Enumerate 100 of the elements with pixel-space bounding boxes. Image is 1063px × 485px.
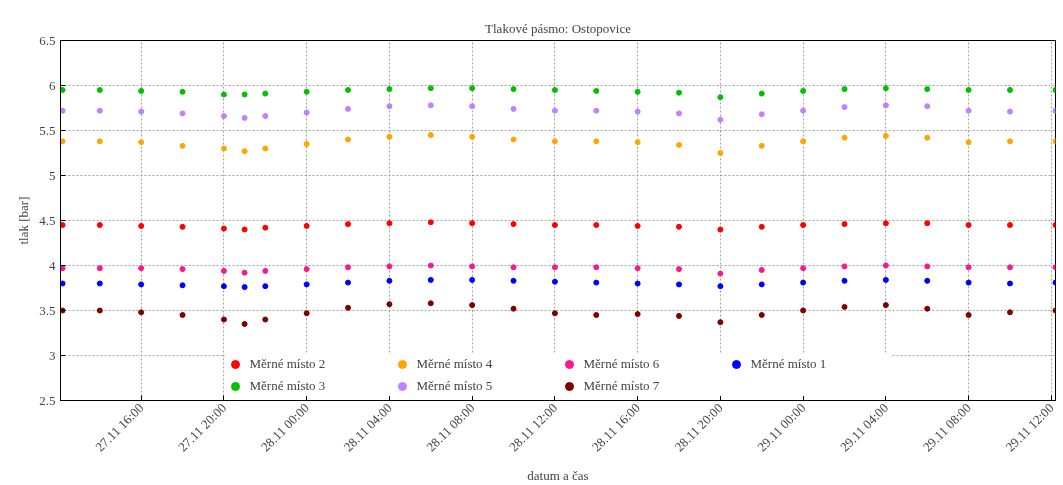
point	[510, 221, 517, 228]
point	[634, 88, 641, 95]
point	[386, 263, 393, 270]
y-tick-label: 5.5	[39, 122, 56, 138]
point	[965, 222, 972, 228]
point	[510, 277, 517, 284]
point	[469, 85, 476, 92]
point	[841, 263, 848, 270]
point	[427, 262, 434, 269]
point	[593, 222, 600, 228]
point	[345, 87, 352, 93]
point	[427, 132, 434, 138]
point	[386, 103, 393, 110]
point	[924, 134, 931, 141]
point	[965, 264, 972, 271]
chart-title: Tlakové pásmo: Ostopovice	[485, 20, 632, 36]
point	[634, 108, 641, 115]
point	[882, 302, 889, 309]
point	[965, 312, 972, 318]
point	[676, 266, 683, 273]
point	[800, 265, 807, 272]
point	[469, 103, 476, 110]
point	[841, 277, 848, 284]
point	[593, 312, 600, 318]
point	[1006, 108, 1013, 115]
point	[634, 311, 641, 318]
point	[800, 279, 807, 286]
point	[469, 302, 476, 309]
point	[841, 104, 848, 111]
point	[345, 221, 352, 228]
point	[551, 222, 558, 228]
point	[717, 319, 724, 326]
point	[800, 107, 807, 114]
point	[345, 304, 352, 311]
point	[469, 220, 476, 227]
point	[1006, 222, 1013, 228]
point	[386, 277, 393, 284]
point	[676, 223, 683, 230]
point	[386, 133, 393, 140]
point	[882, 102, 889, 109]
point	[386, 86, 393, 93]
point	[593, 87, 600, 94]
point	[1006, 138, 1013, 145]
point	[551, 138, 558, 145]
point	[593, 138, 600, 145]
point	[841, 86, 848, 93]
point	[551, 87, 558, 93]
point	[717, 94, 724, 101]
point	[965, 139, 972, 146]
point	[882, 276, 889, 283]
point	[717, 270, 724, 277]
point	[386, 220, 393, 227]
point	[924, 277, 931, 284]
y-tick-label: 3.5	[39, 302, 56, 318]
point	[345, 279, 352, 286]
point	[882, 132, 889, 139]
point	[717, 116, 724, 123]
point	[593, 107, 600, 114]
point	[717, 150, 724, 156]
y-tick-label: 3	[49, 347, 56, 363]
point	[1006, 309, 1013, 316]
point	[469, 263, 476, 270]
point	[676, 281, 683, 288]
point	[303, 281, 310, 288]
point	[676, 110, 683, 117]
point	[882, 262, 889, 269]
legend-label: Měrné místo 1	[750, 356, 828, 372]
point	[758, 142, 765, 149]
point	[593, 279, 600, 286]
point	[510, 305, 517, 312]
point	[841, 134, 848, 141]
legend-label: Měrné místo 6	[583, 356, 661, 372]
point	[924, 263, 931, 270]
point	[262, 90, 269, 97]
point	[800, 87, 807, 94]
point	[841, 221, 848, 228]
point	[303, 222, 310, 229]
point	[303, 266, 310, 273]
point	[427, 300, 434, 307]
y-axis-title: tlak [bar]	[16, 196, 32, 245]
point	[800, 307, 807, 314]
point	[427, 219, 434, 226]
point	[634, 265, 641, 272]
point	[262, 145, 269, 152]
point	[965, 87, 972, 93]
point	[634, 139, 641, 146]
y-tick-label: 4.5	[39, 212, 56, 228]
point	[841, 303, 848, 310]
point	[303, 109, 310, 116]
point	[882, 220, 889, 227]
point	[800, 222, 807, 228]
legend-label: Měrné místo 4	[416, 356, 494, 372]
x-axis-title: datum a čas	[527, 467, 589, 483]
point	[510, 264, 517, 271]
point	[758, 111, 765, 118]
point	[634, 222, 641, 229]
point	[303, 88, 310, 95]
point	[924, 305, 931, 312]
point	[800, 138, 807, 145]
point	[634, 280, 641, 287]
